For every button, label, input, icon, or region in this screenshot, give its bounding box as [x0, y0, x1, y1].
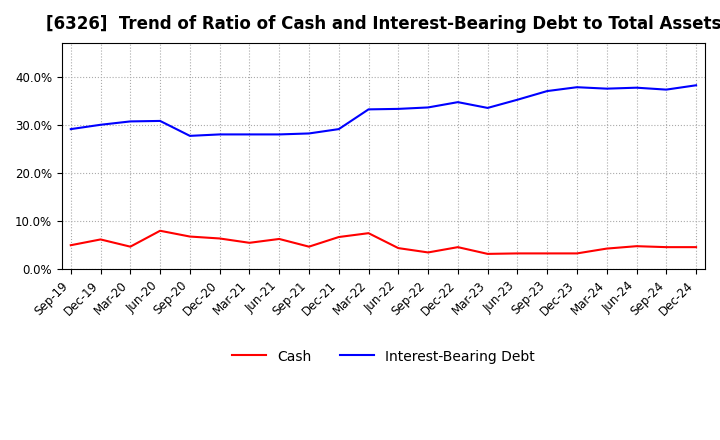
Cash	[96, 237, 105, 242]
Interest-Bearing Debt	[662, 87, 670, 92]
Interest-Bearing Debt	[572, 84, 581, 90]
Cash	[215, 236, 224, 241]
Interest-Bearing Debt	[424, 105, 433, 110]
Interest-Bearing Debt	[543, 88, 552, 94]
Interest-Bearing Debt	[513, 97, 522, 103]
Interest-Bearing Debt	[186, 133, 194, 139]
Cash	[364, 231, 373, 236]
Cash	[305, 244, 313, 249]
Interest-Bearing Debt	[394, 106, 402, 111]
Interest-Bearing Debt	[364, 107, 373, 112]
Interest-Bearing Debt	[454, 99, 462, 105]
Interest-Bearing Debt	[245, 132, 253, 137]
Interest-Bearing Debt	[335, 126, 343, 132]
Legend: Cash, Interest-Bearing Debt: Cash, Interest-Bearing Debt	[226, 344, 541, 369]
Cash	[66, 242, 75, 248]
Interest-Bearing Debt	[603, 86, 611, 91]
Interest-Bearing Debt	[66, 126, 75, 132]
Interest-Bearing Debt	[215, 132, 224, 137]
Line: Cash: Cash	[71, 231, 696, 254]
Interest-Bearing Debt	[275, 132, 284, 137]
Line: Interest-Bearing Debt: Interest-Bearing Debt	[71, 85, 696, 136]
Cash	[394, 246, 402, 251]
Cash	[186, 234, 194, 239]
Interest-Bearing Debt	[632, 85, 641, 90]
Interest-Bearing Debt	[483, 105, 492, 110]
Interest-Bearing Debt	[126, 119, 135, 124]
Cash	[245, 240, 253, 246]
Cash	[572, 251, 581, 256]
Cash	[662, 245, 670, 250]
Cash	[335, 235, 343, 240]
Cash	[275, 236, 284, 242]
Cash	[603, 246, 611, 251]
Cash	[454, 245, 462, 250]
Title: [6326]  Trend of Ratio of Cash and Interest-Bearing Debt to Total Assets: [6326] Trend of Ratio of Cash and Intere…	[46, 15, 720, 33]
Cash	[513, 251, 522, 256]
Interest-Bearing Debt	[156, 118, 164, 124]
Cash	[632, 244, 641, 249]
Cash	[156, 228, 164, 233]
Cash	[692, 245, 701, 250]
Interest-Bearing Debt	[692, 83, 701, 88]
Cash	[483, 251, 492, 257]
Cash	[126, 244, 135, 249]
Interest-Bearing Debt	[305, 131, 313, 136]
Interest-Bearing Debt	[96, 122, 105, 128]
Cash	[424, 250, 433, 255]
Cash	[543, 251, 552, 256]
